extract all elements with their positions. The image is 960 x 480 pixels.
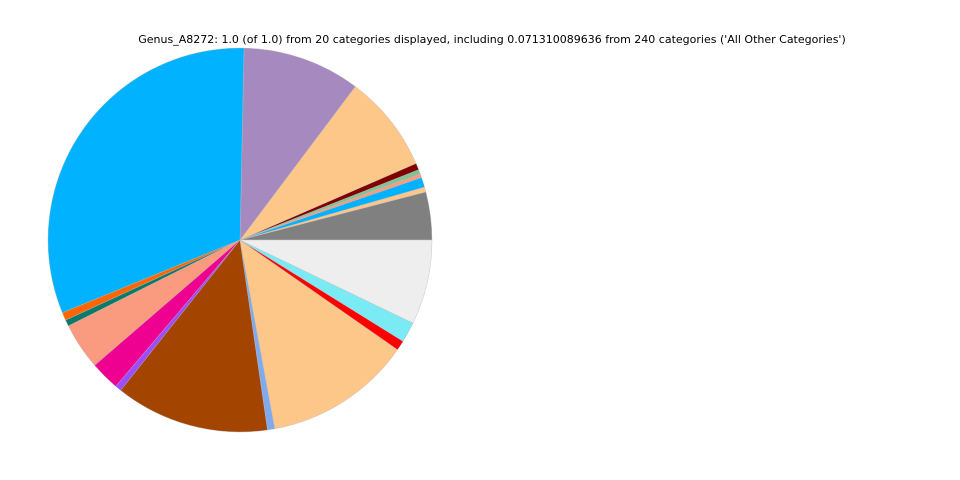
pie-slice-17 [239,239,398,430]
pie-slice-15 [120,239,268,433]
pie-slice-9 [47,47,245,314]
pie-slice-7 [239,86,417,241]
pie-slice-20 [239,239,433,324]
pie-slice-8 [239,47,356,241]
chart-title: Genus_A8272: 1.0 (of 1.0) from 20 catego… [138,33,846,46]
